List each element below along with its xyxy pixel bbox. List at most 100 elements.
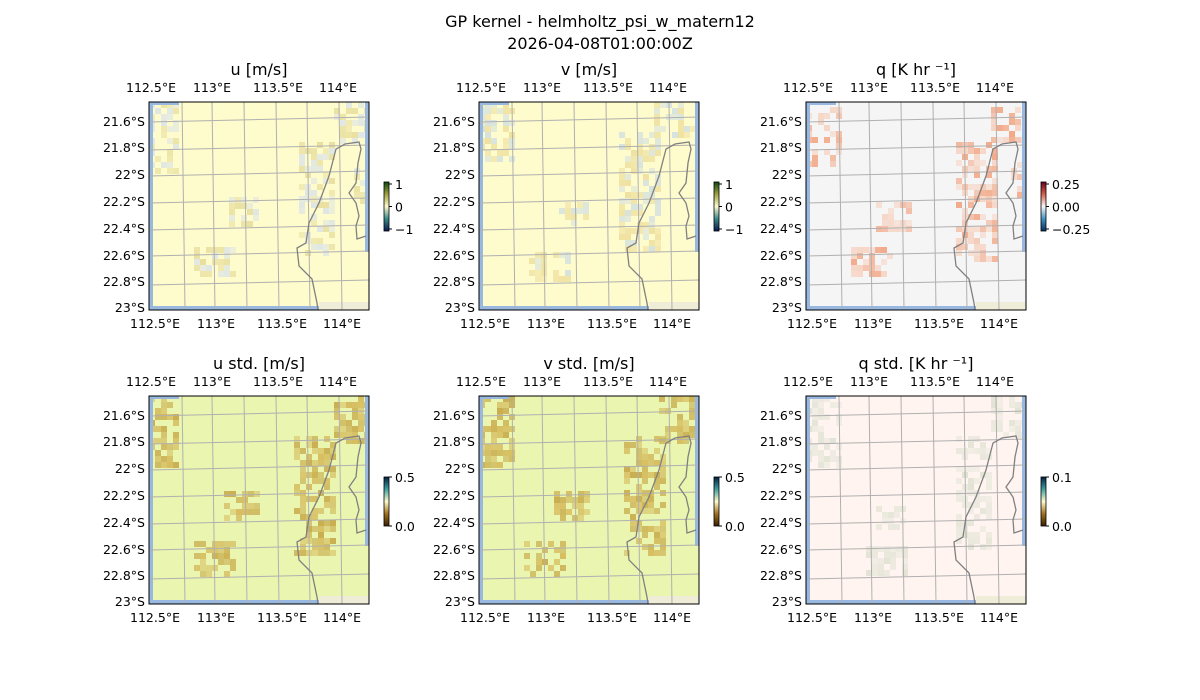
field-cell: [253, 197, 259, 203]
field-cell: [683, 438, 689, 444]
field-cell: [991, 125, 997, 131]
field-cell: [974, 502, 980, 508]
parallel-gridline: [149, 144, 369, 151]
field-cell: [503, 120, 509, 126]
y-tick-label: 22°S: [115, 461, 145, 476]
field-cell: [654, 108, 660, 114]
meridian-gridline: [541, 396, 546, 604]
field-cell: [689, 432, 695, 438]
field-cell: [655, 138, 661, 144]
field-cell: [956, 514, 962, 520]
field-cell: [894, 512, 900, 518]
field-cell: [340, 402, 346, 408]
coastline: [953, 435, 1024, 604]
field-cell: [497, 108, 503, 114]
field-cell: [956, 160, 962, 166]
field-cell: [224, 253, 230, 259]
field-cell: [968, 436, 974, 442]
field-cell: [311, 238, 317, 244]
field-cell: [317, 184, 323, 190]
field-cell: [294, 550, 300, 556]
parallel-gridline: [479, 279, 699, 286]
field-cell: [559, 252, 565, 258]
field-cell: [677, 426, 683, 432]
y-tick-label: 22.6°S: [760, 248, 802, 263]
field-cell: [619, 204, 625, 210]
field-cell: [655, 150, 661, 156]
field-cell: [485, 132, 491, 138]
field-cell: [660, 550, 666, 556]
meridian-gridline: [932, 396, 937, 604]
field-cell: [956, 532, 962, 538]
field-cell: [1015, 137, 1021, 143]
field-cell: [974, 184, 980, 190]
field-cell: [980, 232, 986, 238]
meridian-gridline: [211, 102, 216, 310]
field-cell: [241, 215, 247, 221]
field-cell: [878, 564, 884, 570]
meridian-gridline: [868, 102, 873, 310]
ocean-mask-bottom: [806, 600, 976, 604]
field-cell: [992, 184, 998, 190]
field-cell: [812, 414, 818, 420]
field-cell: [509, 438, 515, 444]
field-cell: [224, 553, 230, 559]
field-cell: [324, 520, 330, 526]
field-cell: [491, 450, 497, 456]
field-cell: [986, 538, 992, 544]
field-cell: [648, 502, 654, 508]
field-cell: [324, 538, 330, 544]
ocean-mask-top: [806, 102, 836, 105]
field-cell: [1003, 125, 1009, 131]
y-tick-label: 22°S: [445, 461, 475, 476]
field-cell: [997, 402, 1003, 408]
field-cell: [684, 132, 690, 138]
field-cell: [491, 126, 497, 132]
field-cell: [956, 202, 962, 208]
land-area: [319, 302, 369, 310]
field-cell: [968, 520, 974, 526]
field-cell: [872, 558, 878, 564]
field-cell: [997, 408, 1003, 414]
parallel-gridline: [149, 116, 369, 123]
field-cell: [655, 234, 661, 240]
field-cell: [330, 472, 336, 478]
field-cell: [224, 265, 230, 271]
field-cell: [962, 232, 968, 238]
field-cell: [212, 259, 218, 265]
field-cell: [636, 460, 642, 466]
field-cell: [830, 131, 836, 137]
x-tick-label-bottom: 112.5°E: [460, 610, 510, 625]
field-cell: [643, 234, 649, 240]
y-tick-label: 22.8°S: [103, 568, 145, 583]
field-cell: [974, 166, 980, 172]
field-cell: [986, 172, 992, 178]
field-cell: [630, 472, 636, 478]
y-tick-label: 22°S: [115, 167, 145, 182]
field-cell: [986, 472, 992, 478]
field-cell: [980, 148, 986, 154]
field-cell: [565, 258, 571, 264]
field-cell: [986, 502, 992, 508]
field-cell: [875, 271, 881, 277]
field-cell: [851, 247, 857, 253]
field-cell: [565, 252, 571, 258]
field-cell: [330, 466, 336, 472]
field-cell: [986, 484, 992, 490]
field-cell: [1015, 125, 1021, 131]
field-cell: [818, 402, 824, 408]
field-cell: [212, 565, 218, 571]
field-cell: [346, 120, 352, 126]
field-cell: [690, 126, 696, 132]
field-cell: [894, 226, 900, 232]
ocean-mask-left: [806, 102, 810, 310]
field-cell: [230, 559, 236, 565]
field-cell: [536, 559, 542, 565]
field-cell: [906, 220, 912, 226]
map-panel-2: v [m/s]112.5°E112.5°E113°E113°E113.5°E11…: [433, 60, 743, 331]
field-cell: [352, 108, 358, 114]
field-cell: [630, 466, 636, 472]
field-cell: [324, 502, 330, 508]
field-cell: [212, 547, 218, 553]
field-cell: [253, 209, 259, 215]
